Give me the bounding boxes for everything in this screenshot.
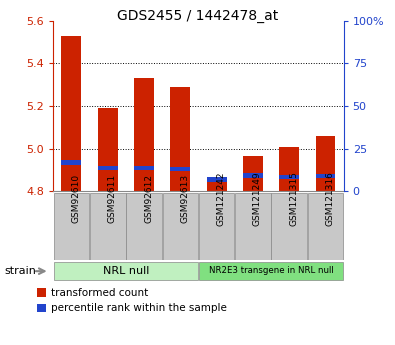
Bar xyxy=(235,193,271,260)
Bar xyxy=(98,166,118,170)
Bar xyxy=(243,173,263,178)
Bar xyxy=(98,108,118,191)
Text: GSM92610: GSM92610 xyxy=(71,174,81,223)
Bar xyxy=(271,193,307,260)
Bar xyxy=(90,193,126,260)
Text: GSM121316: GSM121316 xyxy=(325,171,335,226)
Bar xyxy=(308,193,343,260)
Bar xyxy=(134,78,154,191)
Text: GSM121249: GSM121249 xyxy=(253,171,262,226)
Text: GSM121315: GSM121315 xyxy=(289,171,298,226)
Legend: transformed count, percentile rank within the sample: transformed count, percentile rank withi… xyxy=(37,288,227,313)
Bar xyxy=(316,174,335,178)
Bar xyxy=(207,177,227,182)
Bar xyxy=(54,262,198,280)
Bar xyxy=(199,193,234,260)
Text: GDS2455 / 1442478_at: GDS2455 / 1442478_at xyxy=(117,9,278,23)
Bar xyxy=(170,167,190,171)
Text: GSM92613: GSM92613 xyxy=(181,174,189,223)
Bar xyxy=(279,147,299,191)
Text: GSM92611: GSM92611 xyxy=(108,174,117,223)
Bar xyxy=(163,193,198,260)
Bar xyxy=(279,175,299,179)
Text: NRL null: NRL null xyxy=(103,266,149,276)
Bar xyxy=(243,156,263,191)
Bar xyxy=(54,193,89,260)
Text: strain: strain xyxy=(4,266,36,276)
Bar xyxy=(126,193,162,260)
Text: GSM92612: GSM92612 xyxy=(144,174,153,223)
Bar xyxy=(170,87,190,191)
Bar xyxy=(134,166,154,170)
Text: GSM121242: GSM121242 xyxy=(216,171,226,226)
Text: NR2E3 transgene in NRL null: NR2E3 transgene in NRL null xyxy=(209,266,333,275)
Bar xyxy=(207,180,227,191)
Bar xyxy=(199,262,343,280)
Bar xyxy=(62,160,81,165)
Bar xyxy=(316,136,335,191)
Bar xyxy=(62,36,81,191)
